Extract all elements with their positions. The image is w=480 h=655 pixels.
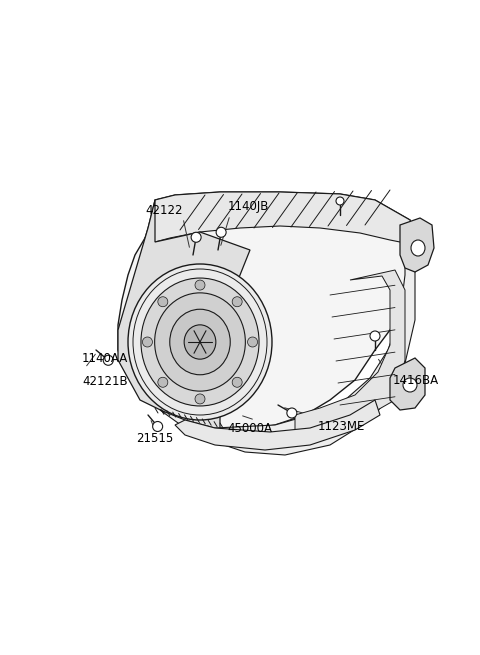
Circle shape <box>158 377 168 387</box>
Text: 42121B: 42121B <box>82 375 128 388</box>
Polygon shape <box>145 192 415 248</box>
Ellipse shape <box>155 293 245 391</box>
Circle shape <box>216 227 226 237</box>
Polygon shape <box>160 245 415 455</box>
Ellipse shape <box>411 240 425 256</box>
Ellipse shape <box>128 264 272 420</box>
Text: 1140AA: 1140AA <box>82 352 128 365</box>
Polygon shape <box>400 218 434 272</box>
Circle shape <box>336 197 344 205</box>
Polygon shape <box>390 358 425 410</box>
Polygon shape <box>118 192 415 430</box>
Circle shape <box>232 377 242 387</box>
Circle shape <box>143 337 153 347</box>
Circle shape <box>287 408 297 418</box>
Circle shape <box>195 394 205 404</box>
Polygon shape <box>118 200 250 430</box>
Circle shape <box>232 297 242 307</box>
Ellipse shape <box>403 378 417 392</box>
Ellipse shape <box>141 278 259 406</box>
Text: 1416BA: 1416BA <box>393 373 439 386</box>
Text: 42122: 42122 <box>145 204 183 217</box>
Text: 45000A: 45000A <box>228 422 273 435</box>
Ellipse shape <box>184 325 216 359</box>
Circle shape <box>158 297 168 307</box>
Text: 1140JB: 1140JB <box>228 200 269 213</box>
Circle shape <box>191 233 201 242</box>
Text: 21515: 21515 <box>136 432 174 445</box>
Ellipse shape <box>170 309 230 375</box>
Text: 1123ME: 1123ME <box>318 420 365 433</box>
Circle shape <box>103 355 113 365</box>
Circle shape <box>195 280 205 290</box>
Polygon shape <box>295 270 405 435</box>
Circle shape <box>248 337 258 347</box>
Circle shape <box>370 331 380 341</box>
Circle shape <box>153 421 163 432</box>
Polygon shape <box>175 400 380 450</box>
